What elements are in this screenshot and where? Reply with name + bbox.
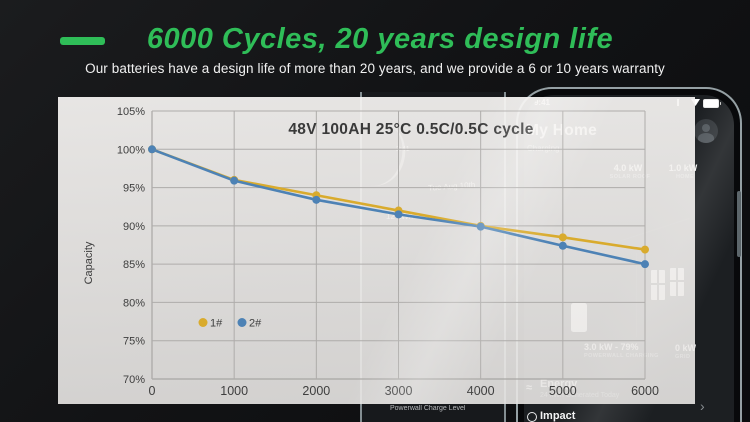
y-tick-label: 80%: [123, 297, 145, 309]
x-tick-label: 5000: [549, 384, 577, 398]
y-tick-label: 75%: [123, 336, 145, 348]
data-point-2#: [558, 241, 567, 250]
legend-swatch-2#: [237, 318, 247, 327]
battery-icon: [703, 99, 721, 108]
chevron-right-icon: ›: [700, 398, 705, 414]
data-point-2#: [230, 176, 239, 185]
y-tick-label: 70%: [123, 374, 145, 386]
legend-label-1#: 1#: [210, 318, 223, 330]
avatar: [694, 119, 718, 143]
y-tick-label: 100%: [117, 144, 145, 156]
legend-swatch-1#: [198, 318, 208, 327]
chart-panel: 48V 100AH 25°C 0.5C/0.5C cycle Capacity …: [58, 97, 695, 404]
x-tick-label: 1000: [220, 384, 248, 398]
data-point-2#: [394, 210, 403, 219]
y-axis-label: Capacity: [83, 241, 95, 284]
powerwall-charge-level-label: Powerwall Charge Level: [390, 405, 466, 412]
x-tick-label: 2000: [302, 384, 330, 398]
x-tick-label: 0: [149, 384, 156, 398]
x-tick-label: 6000: [631, 384, 659, 398]
accent-dash: [60, 37, 105, 45]
phone-side-button: [737, 191, 741, 257]
data-point-1#: [558, 233, 567, 242]
data-point-2#: [148, 145, 156, 154]
data-point-2#: [312, 195, 321, 204]
y-tick-label: 105%: [117, 106, 145, 118]
wifi-icon: [691, 99, 700, 106]
data-point-2#: [641, 260, 649, 269]
page-title: 6000 Cycles, 20 years design life: [146, 23, 614, 55]
legend-label-2#: 2#: [249, 318, 262, 330]
capacity-cycle-chart: 48V 100AH 25°C 0.5C/0.5C cycle Capacity …: [83, 106, 659, 398]
data-point-2#: [476, 222, 485, 231]
y-tick-label: 90%: [123, 221, 145, 233]
data-point-1#: [641, 245, 649, 254]
x-tick-label: 3000: [385, 384, 413, 398]
panel-glare: [58, 97, 695, 404]
chart-title: 48V 100AH 25°C 0.5C/0.5C cycle: [288, 121, 533, 138]
x-tick-label: 4000: [467, 384, 495, 398]
y-tick-label: 85%: [123, 259, 145, 271]
page-subtitle: Our batteries have a design life of more…: [85, 61, 665, 76]
impact-row-title: Impact: [540, 410, 575, 422]
y-tick-label: 95%: [123, 183, 145, 195]
